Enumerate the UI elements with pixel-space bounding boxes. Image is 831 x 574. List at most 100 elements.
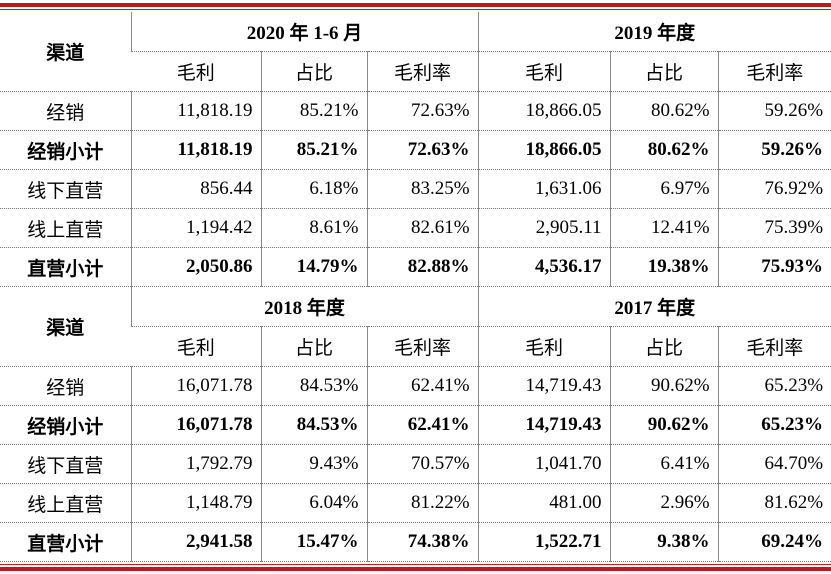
cell: 83.25% (366, 169, 479, 209)
cell: 12.41% (609, 208, 719, 248)
column-header: 占比 (260, 51, 367, 92)
row: 经销 16,071.78 84.53% 62.41% 14,719.43 90.62% 65… (0, 366, 831, 406)
cell: 14,719.43 (477, 366, 611, 406)
cell: 9.43% (260, 444, 367, 484)
cell: 90.62% (609, 366, 719, 406)
row: 经销小计 16,071.78 84.53% 62.41% 14,719.43 90.62%… (0, 405, 831, 445)
row: 经销 11,818.19 85.21% 72.63% 18,866.05 80.62% 59… (0, 91, 831, 131)
row: 线下直营 856.44 6.18% 83.25% 1,631.06 6.97% 76.92% (0, 169, 831, 209)
column-header: 毛利 (477, 326, 611, 367)
row-label: 线上直营 (0, 208, 131, 248)
column-header: 毛利率 (366, 51, 479, 92)
row-label: 直营小计 (0, 522, 131, 562)
cell: 6.41% (609, 444, 719, 484)
cell: 18,866.05 (477, 91, 611, 131)
row-label: 经销小计 (0, 130, 131, 170)
bottom-rule (0, 567, 831, 571)
cell: 84.53% (260, 366, 367, 406)
cell: 2.96% (609, 483, 719, 523)
cell: 75.39% (717, 208, 831, 248)
row-label: 线下直营 (0, 169, 131, 209)
row: 经销小计 11,818.19 85.21% 72.63% 18,866.05 80.62%… (0, 130, 831, 170)
gross-profit-table: 渠道 2020 年 1-6 月 2019 年度 毛利 占比 毛利率 毛利 占比 毛利率 经销 11,… (0, 12, 831, 562)
cell: 8.61% (260, 208, 367, 248)
row-label: 经销 (0, 91, 131, 131)
column-header: 毛利 (131, 51, 261, 92)
column-header: 毛利率 (717, 51, 831, 92)
column-header: 毛利率 (366, 326, 479, 367)
cell: 16,071.78 (130, 366, 261, 406)
cell: 84.53% (260, 405, 367, 445)
cell: 4,536.17 (477, 247, 611, 287)
row: 直营小计 2,050.86 14.79% 82.88% 4,536.17 19.38% 75… (0, 247, 831, 287)
row: 毛利 占比 毛利率 毛利 占比 毛利率 (0, 51, 831, 92)
channel-header: 渠道 (0, 12, 131, 92)
cell: 481.00 (477, 483, 611, 523)
cell: 11,818.19 (130, 130, 261, 170)
cell: 2,941.58 (130, 522, 261, 562)
cell: 1,148.79 (130, 483, 261, 523)
cell: 80.62% (609, 130, 719, 170)
cell: 85.21% (260, 91, 367, 131)
top-rule (0, 3, 831, 7)
column-header: 占比 (609, 326, 719, 367)
cell: 19.38% (609, 247, 719, 287)
cell: 1,522.71 (477, 522, 611, 562)
cell: 75.93% (717, 247, 831, 287)
cell: 82.61% (366, 208, 479, 248)
cell: 80.62% (609, 91, 719, 131)
bottom-rule (0, 564, 831, 565)
row: 直营小计 2,941.58 15.47% 74.38% 1,522.71 9.38% 69.… (0, 522, 831, 562)
cell: 81.22% (366, 483, 479, 523)
cell: 14,719.43 (477, 405, 611, 445)
cell: 59.26% (717, 91, 831, 131)
cell: 90.62% (609, 405, 719, 445)
cell: 16,071.78 (130, 405, 261, 445)
top-rule (0, 9, 831, 10)
cell: 6.04% (260, 483, 367, 523)
cell: 81.62% (717, 483, 831, 523)
column-header: 毛利率 (717, 326, 831, 367)
cell: 76.92% (717, 169, 831, 209)
cell: 62.41% (366, 366, 479, 406)
column-header: 毛利 (131, 326, 261, 367)
row-label: 线上直营 (0, 483, 131, 523)
cell: 1,194.42 (130, 208, 261, 248)
row: 线上直营 1,194.42 8.61% 82.61% 2,905.11 12.41% 75.… (0, 208, 831, 248)
cell: 856.44 (130, 169, 261, 209)
period-header: 2019 年度 (477, 12, 831, 52)
column-header: 毛利 (477, 51, 611, 92)
row-label: 经销小计 (0, 405, 131, 445)
cell: 72.63% (366, 130, 479, 170)
period-header: 2018 年度 (130, 286, 479, 327)
cell: 2,050.86 (130, 247, 261, 287)
cell: 2,905.11 (477, 208, 611, 248)
cell: 64.70% (717, 444, 831, 484)
cell: 1,792.79 (130, 444, 261, 484)
cell: 6.18% (260, 169, 367, 209)
cell: 65.23% (717, 366, 831, 406)
cell: 6.97% (609, 169, 719, 209)
cell: 11,818.19 (130, 91, 261, 131)
row: 线上直营 1,148.79 6.04% 81.22% 481.00 2.96% 81.62% (0, 483, 831, 523)
cell: 74.38% (366, 522, 479, 562)
cell: 1,631.06 (477, 169, 611, 209)
channel-header: 渠道 (0, 286, 131, 367)
cell: 82.88% (366, 247, 479, 287)
row-label: 线下直营 (0, 444, 131, 484)
cell: 15.47% (260, 522, 367, 562)
cell: 62.41% (366, 405, 479, 445)
column-header: 占比 (609, 51, 719, 92)
cell: 59.26% (717, 130, 831, 170)
row: 渠道 2018 年度 2017 年度 (0, 286, 831, 367)
cell: 65.23% (717, 405, 831, 445)
row: 线下直营 1,792.79 9.43% 70.57% 1,041.70 6.41% 64.7… (0, 444, 831, 484)
row: 渠道 2020 年 1-6 月 2019 年度 (0, 12, 831, 92)
cell: 1,041.70 (477, 444, 611, 484)
cell: 18,866.05 (477, 130, 611, 170)
cell: 85.21% (260, 130, 367, 170)
row: 毛利 占比 毛利率 毛利 占比 毛利率 (0, 326, 831, 367)
column-header: 占比 (260, 326, 367, 367)
period-header: 2020 年 1-6 月 (130, 12, 479, 52)
